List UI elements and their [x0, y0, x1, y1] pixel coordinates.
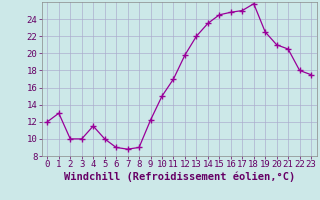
X-axis label: Windchill (Refroidissement éolien,°C): Windchill (Refroidissement éolien,°C): [64, 172, 295, 182]
